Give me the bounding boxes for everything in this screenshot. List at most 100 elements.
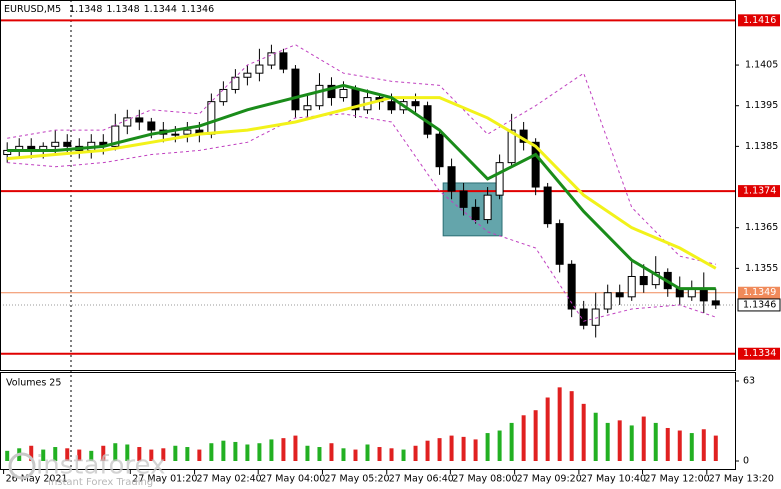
candle-body	[219, 88, 228, 103]
y-tick-label: 1.1355	[745, 263, 778, 274]
volume-bar	[713, 435, 718, 461]
volume-y-tick-label: 0	[743, 456, 749, 467]
candle-body	[315, 84, 324, 107]
volume-bar	[293, 435, 298, 461]
x-tick-label: 27 May 05:20	[324, 474, 389, 485]
y-tick-label: 1.1365	[745, 222, 778, 233]
volume-bar	[557, 387, 562, 461]
volume-bar	[497, 430, 502, 461]
header: EURUSD,M5 1.1348 1.1348 1.1344 1.1346	[4, 4, 214, 15]
volume-bar	[509, 422, 514, 461]
x-tick-label: 27 May 04:00	[260, 474, 325, 485]
volume-bar	[521, 415, 526, 461]
symbol: EURUSD,M5	[4, 4, 61, 15]
candle-body	[627, 275, 636, 298]
volume-bar	[77, 449, 82, 461]
volume-bar	[365, 444, 370, 461]
candle-body	[435, 133, 444, 168]
volume-bar	[185, 447, 190, 461]
indicator-line	[7, 113, 716, 322]
candle-body	[3, 149, 12, 156]
candle-body	[243, 72, 252, 78]
candle-body	[123, 117, 132, 127]
x-tick-label: 27 May 09:20	[517, 474, 582, 485]
volume-bar	[29, 445, 34, 461]
level-label-box	[738, 286, 780, 299]
x-tick-label: 27 May 10:40	[581, 474, 646, 485]
level-label: 1.1349	[743, 287, 776, 298]
candle-body	[591, 308, 600, 326]
candle-body	[495, 162, 504, 196]
volume-bar	[173, 445, 178, 461]
candle-body	[303, 105, 312, 111]
volume-bar	[401, 449, 406, 461]
x-tick-label: 26 May 2021	[6, 474, 68, 485]
candle-body	[183, 129, 192, 135]
volume-bar	[281, 438, 286, 461]
volume-bar	[581, 403, 586, 461]
volume-bar	[629, 425, 634, 461]
volume-bar	[89, 450, 94, 461]
level-label: 1.1374	[743, 186, 776, 197]
y-tick-label: 1.1385	[745, 141, 778, 152]
candle-body	[603, 292, 612, 310]
volume-label: Volumes 25	[6, 378, 61, 389]
volume-bar	[101, 445, 106, 461]
candle-body	[567, 263, 576, 310]
price-pane-border	[0, 0, 736, 371]
candle-body	[267, 52, 276, 66]
volume-bar	[197, 449, 202, 461]
candle-body	[135, 117, 144, 123]
volume-bar	[221, 440, 226, 461]
level-label: 1.1416	[743, 15, 776, 26]
volume-bar	[425, 440, 430, 461]
candle-body	[63, 141, 72, 147]
volume-bar	[317, 447, 322, 461]
candle-body	[291, 68, 300, 111]
volume-bar	[257, 443, 262, 461]
volume-bar	[641, 416, 646, 461]
candle-body	[531, 141, 540, 188]
candle-body	[51, 141, 60, 147]
header-price: 1.1348	[69, 4, 102, 15]
candle-body	[579, 308, 588, 326]
volume-bar	[41, 449, 46, 461]
volume-bar	[125, 444, 130, 461]
level-label-box	[738, 14, 780, 27]
volume-bar	[269, 439, 274, 461]
volume-bar	[533, 410, 538, 461]
x-tick-label: 27 May 12:00	[645, 474, 710, 485]
volume-bar	[653, 422, 658, 461]
volume-bar	[65, 448, 70, 461]
plot-area	[0, 19, 735, 461]
current-price-box	[737, 298, 781, 312]
header-price: 1.1344	[144, 4, 177, 15]
volume-bar	[377, 447, 382, 461]
x-tick-label: 27 May 06:40	[389, 474, 454, 485]
y-tick-label: 1.1395	[745, 100, 778, 111]
volume-bar	[389, 448, 394, 461]
x-tick-label: 27 May 13:20	[709, 474, 774, 485]
candle-body	[447, 166, 456, 192]
y-tick-label: 1.1405	[745, 60, 778, 71]
volume-bar	[233, 441, 238, 461]
current-price-label: 1.1346	[743, 299, 776, 310]
volume-bar	[341, 448, 346, 461]
volume-pane-border	[0, 372, 736, 470]
indicator-line	[7, 96, 717, 270]
candle-body	[699, 288, 708, 302]
volume-bar	[569, 391, 574, 461]
volume-bar	[5, 450, 10, 461]
candle-body	[111, 125, 120, 147]
candle-body	[207, 101, 216, 135]
candle-body	[147, 121, 156, 131]
volume-bar	[485, 433, 490, 461]
x-tick-label: 27 May 01:20	[132, 474, 197, 485]
candle-body	[507, 129, 516, 164]
candle-body	[711, 300, 720, 306]
volume-bar	[329, 443, 334, 461]
volume-bar	[665, 427, 670, 461]
candle-body	[639, 275, 648, 286]
volume-bar	[473, 439, 478, 461]
